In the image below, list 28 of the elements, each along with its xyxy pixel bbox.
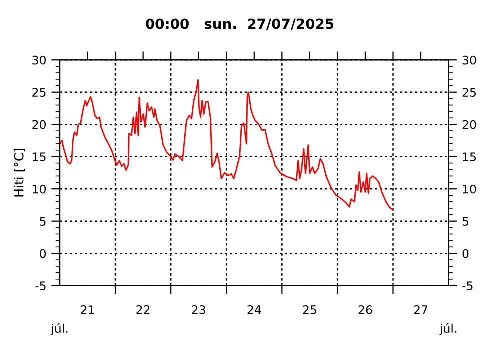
line-series [60, 79, 394, 210]
x-tick-label: 23 [192, 305, 206, 314]
x-tick-label: 25 [303, 305, 316, 314]
y2-tick-label: 25 [462, 88, 476, 98]
y2-tick-label: 5 [462, 217, 468, 226]
y-tick-label: 25 [32, 88, 46, 98]
y-tick-label: 15 [33, 152, 46, 162]
y-tick-label: -5 [36, 282, 46, 290]
y-tick-label: 10 [33, 184, 46, 194]
y-tick-label: 20 [32, 120, 46, 130]
y-axis-title: Hiti [°C] [14, 149, 26, 197]
y2-tick-label: -5 [462, 282, 473, 290]
y2-tick-label: 15 [463, 152, 476, 162]
y2-tick-label: 10 [463, 184, 476, 194]
x-tick-label: 24 [248, 305, 262, 314]
y-tick-label: 5 [40, 217, 46, 226]
x-tick-label: 22 [136, 305, 150, 314]
x-tick-label: 21 [81, 305, 94, 314]
y2-tick-label: 0 [462, 249, 469, 258]
x-tick-label: 26 [358, 305, 372, 314]
y-tick-label: 30 [32, 56, 46, 65]
y-tick-label: 0 [40, 249, 46, 258]
y2-tick-label: 20 [462, 120, 476, 130]
chart-title: 00:00 sun. 27/07/2025 [146, 18, 334, 30]
text: júl. [440, 323, 456, 336]
y2-tick-label: 30 [462, 56, 476, 65]
x-tick-label: 27 [414, 305, 428, 314]
text: júl. [50, 323, 68, 336]
